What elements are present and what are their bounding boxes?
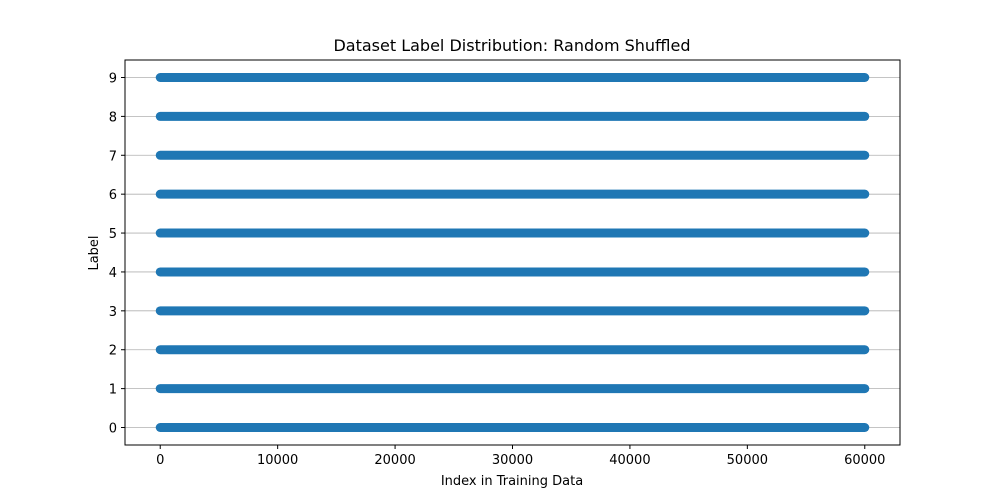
grid-lines xyxy=(125,77,900,428)
y-tick-label-0: 0 xyxy=(109,422,117,437)
x-tick-label-1: 10000 xyxy=(257,453,298,468)
y-tick-label-6: 6 xyxy=(109,188,117,203)
x-axis-title: Index in Training Data xyxy=(441,474,583,489)
chart-title: Dataset Label Distribution: Random Shuff… xyxy=(333,36,690,55)
x-tick-label-2: 20000 xyxy=(374,453,415,468)
x-tick-label-6: 60000 xyxy=(844,453,885,468)
data-series xyxy=(155,73,870,432)
y-tick-label-8: 8 xyxy=(109,110,117,125)
y-tick-label-3: 3 xyxy=(109,305,117,320)
y-axis: 0 1 2 3 4 5 6 7 8 9 xyxy=(109,72,125,437)
x-tick-label-0: 0 xyxy=(156,453,164,468)
y-tick-label-1: 1 xyxy=(109,383,117,398)
y-axis-title: Label xyxy=(87,235,102,270)
y-tick-label-9: 9 xyxy=(109,72,117,87)
y-tick-label-4: 4 xyxy=(109,266,117,281)
x-tick-label-3: 30000 xyxy=(492,453,533,468)
x-tick-label-5: 50000 xyxy=(727,453,768,468)
y-tick-label-5: 5 xyxy=(109,227,117,242)
y-tick-label-7: 7 xyxy=(109,149,117,164)
x-axis: 0 10000 20000 30000 40000 50000 60000 xyxy=(156,445,885,468)
y-tick-label-2: 2 xyxy=(109,344,117,359)
x-tick-label-4: 40000 xyxy=(609,453,650,468)
